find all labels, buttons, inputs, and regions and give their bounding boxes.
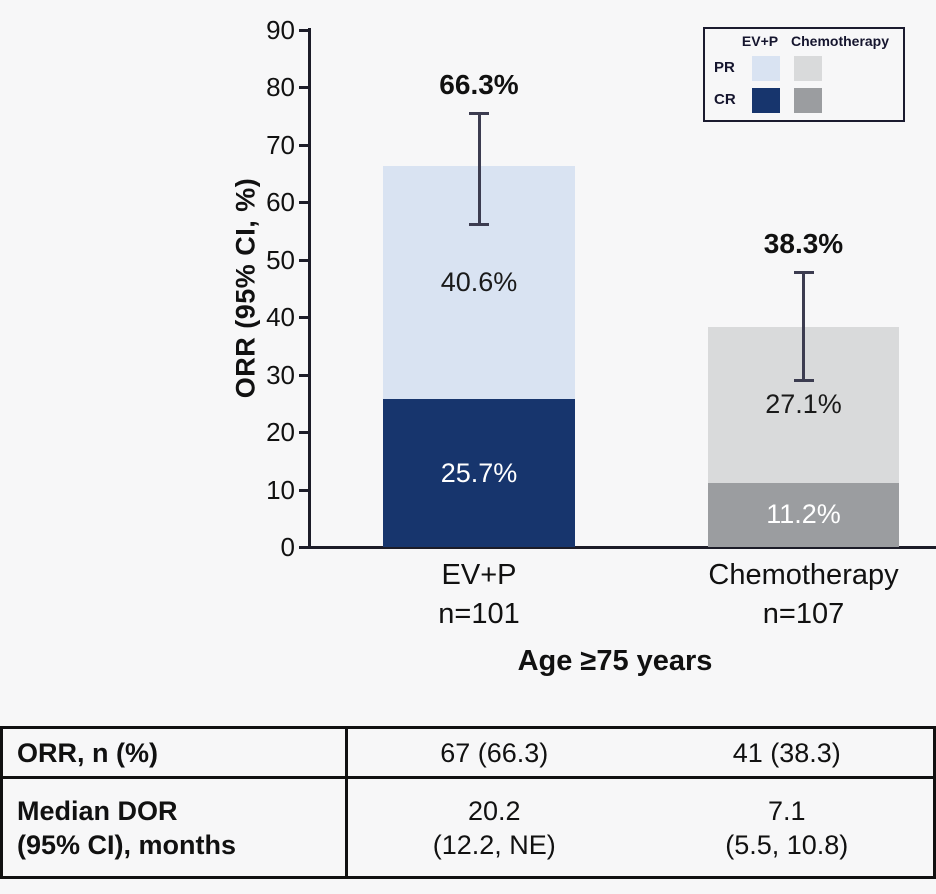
orr-bar-chart: ORR (95% CI, %) 0 10 20 30 40 50 60 70 80 90 25.7… — [231, 15, 936, 677]
y-tick-label-50: 50 — [266, 244, 295, 275]
x-label-n-chemo: n=107 — [762, 598, 845, 630]
legend-column-header-evp: EV+P — [741, 33, 779, 49]
legend-swatch-pr-evp — [752, 56, 780, 81]
y-tick-label-80: 80 — [266, 72, 295, 103]
table-row-label-line-0: Median DOR — [17, 795, 178, 826]
table-cell-line-0: 7.1 — [767, 795, 806, 826]
y-tick-label-40: 40 — [266, 302, 295, 333]
legend-swatch-cr-evp — [752, 88, 780, 113]
x-label-chemo: Chemotherapy n=107 — [684, 556, 924, 634]
total-label-chemo: 38.3% — [763, 227, 844, 259]
y-tick-mark-50 — [299, 258, 310, 262]
x-label-evp: EV+P n=101 — [359, 556, 599, 634]
y-tick-mark-20 — [299, 431, 310, 435]
bar-segment-evp-cr: 25.7% — [383, 399, 575, 547]
x-label-n-evp: n=101 — [438, 598, 520, 630]
y-tick-mark-60 — [299, 201, 310, 205]
table-row-label-line-0: ORR, n (%) — [17, 737, 158, 768]
legend-swatch-pr-chemo — [794, 56, 822, 81]
bar-segment-chemo-cr: 11.2% — [708, 482, 899, 547]
table-cell-line-0: 67 (66.3) — [440, 737, 549, 768]
y-tick-label-30: 30 — [266, 359, 295, 390]
legend-label-pr: PR — [714, 59, 735, 76]
y-tick-label-90: 90 — [266, 15, 295, 45]
table-row-label-dor: Median DOR (95% CI), months — [3, 779, 348, 876]
y-tick-mark-40 — [299, 316, 310, 320]
error-bar-cap-bottom-chemo — [793, 378, 814, 382]
table-cell-dor-chemo: 7.1 (5.5, 10.8) — [641, 779, 934, 876]
table-row-label-orr: ORR, n (%) — [3, 729, 348, 776]
y-tick-mark-90 — [299, 29, 310, 32]
x-label-name-chemo: Chemotherapy — [708, 559, 899, 591]
y-tick-mark-0 — [299, 546, 310, 549]
y-tick-mark-30 — [299, 373, 310, 377]
y-tick-mark-80 — [299, 86, 310, 90]
table-cell-orr-chemo: 41 (38.3) — [641, 729, 934, 776]
error-bar-line-chemo — [802, 271, 805, 381]
y-tick-label-10: 10 — [266, 474, 295, 505]
legend-swatch-cr-chemo — [794, 88, 822, 113]
table-row-values-orr: 67 (66.3) 41 (38.3) — [348, 729, 933, 776]
table-cell-dor-evp: 20.2 (12.2, NE) — [348, 779, 641, 876]
y-tick-mark-70 — [299, 143, 310, 147]
table-cell-line-0: 41 (38.3) — [732, 737, 841, 768]
table-cell-orr-evp: 67 (66.3) — [348, 729, 641, 776]
y-tick-label-0: 0 — [280, 532, 295, 562]
table-cell-line-1: (5.5, 10.8) — [725, 829, 849, 860]
error-bar-cap-top-evp — [469, 111, 489, 115]
error-bar-line-evp — [477, 112, 481, 225]
table-row-dor: Median DOR (95% CI), months 20.2 (12.2, NE)… — [3, 776, 933, 876]
legend-label-cr: CR — [714, 91, 736, 108]
table-row-orr: ORR, n (%) 67 (66.3) 41 (38.3) — [3, 729, 933, 776]
y-axis-line — [308, 28, 311, 549]
legend: EV+P Chemotherapy PR CR — [703, 27, 905, 122]
table-row-values-dor: 20.2 (12.2, NE) 7.1 (5.5, 10.8) — [348, 779, 933, 876]
y-tick-mark-10 — [299, 488, 310, 492]
x-label-name-evp: EV+P — [441, 559, 517, 591]
table-cell-line-0: 20.2 — [467, 795, 521, 826]
y-tick-label-70: 70 — [266, 129, 295, 160]
y-tick-label-20: 20 — [266, 417, 295, 448]
x-axis-line — [308, 546, 936, 549]
error-bar-cap-top-chemo — [793, 270, 814, 274]
table-cell-line-1: (12.2, NE) — [432, 829, 556, 860]
legend-column-header-chemotherapy: Chemotherapy — [791, 33, 890, 49]
x-axis-title: Age ≥75 years — [517, 645, 713, 677]
total-label-evp: 66.3% — [439, 68, 519, 100]
error-bar-cap-bottom-evp — [469, 222, 489, 226]
y-tick-label-60: 60 — [266, 187, 295, 218]
results-table: ORR, n (%) 67 (66.3) 41 (38.3) Median DOR (9… — [0, 726, 936, 879]
table-row-label-line-1: (95% CI), months — [17, 829, 237, 860]
